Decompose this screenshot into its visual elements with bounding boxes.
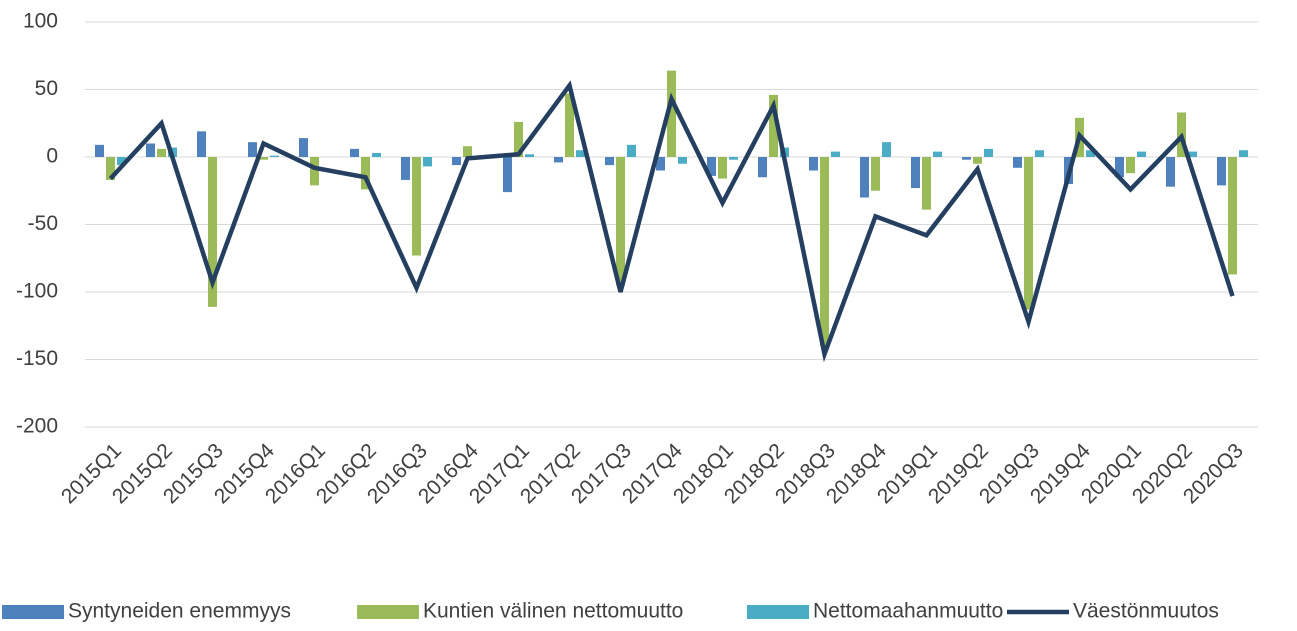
- bar: [1217, 157, 1226, 186]
- bar: [605, 157, 614, 166]
- bar: [1239, 150, 1248, 157]
- bar: [911, 157, 920, 189]
- bar: [962, 157, 971, 160]
- legend-label: Kuntien välinen nettomuutto: [423, 600, 683, 623]
- bar: [707, 157, 716, 176]
- legend-swatch: [747, 605, 809, 619]
- bar: [616, 157, 625, 286]
- bar: [1115, 157, 1124, 178]
- bar: [412, 157, 421, 256]
- bar: [809, 157, 818, 171]
- y-tick-label: -50: [28, 212, 58, 235]
- bar: [270, 155, 279, 157]
- y-tick-label: 100: [23, 10, 58, 33]
- bar: [984, 148, 993, 157]
- bar: [769, 94, 778, 157]
- bar: [401, 157, 410, 180]
- bar: [1024, 157, 1033, 310]
- bar: [882, 142, 891, 157]
- bar: [157, 148, 166, 157]
- bar: [871, 157, 880, 191]
- bar: [729, 157, 738, 160]
- y-tick-label: 50: [35, 77, 58, 100]
- bar: [831, 151, 840, 157]
- bar: [1013, 157, 1022, 168]
- bar: [452, 157, 461, 166]
- bar: [310, 157, 319, 186]
- y-tick-label: -150: [16, 347, 58, 370]
- bar: [1126, 157, 1135, 174]
- legend-label: Nettomaahanmuutto: [813, 600, 1003, 623]
- bar: [554, 157, 563, 163]
- line: [108, 80, 1235, 363]
- bar: [718, 157, 727, 179]
- y-tick-label: -200: [16, 415, 58, 438]
- bar: [1086, 150, 1095, 157]
- bar: [514, 121, 523, 157]
- legend-swatch: [357, 605, 419, 619]
- bar: [259, 157, 268, 160]
- bar: [463, 146, 472, 157]
- bar: [656, 157, 665, 171]
- bar: [1166, 157, 1175, 187]
- legend-label: Väestönmuutos: [1073, 600, 1219, 623]
- bar: [627, 144, 636, 157]
- bar: [299, 138, 308, 157]
- bar: [146, 143, 155, 157]
- bar: [503, 157, 512, 193]
- bar: [565, 93, 574, 157]
- bar: [117, 157, 126, 166]
- bar: [1228, 157, 1237, 275]
- y-tick-label: -100: [16, 280, 58, 303]
- bar: [350, 148, 359, 157]
- bar: [423, 157, 432, 167]
- bar: [361, 157, 370, 190]
- bar: [1035, 150, 1044, 157]
- legend-label: Syntyneiden enemmyys: [68, 600, 291, 623]
- bar: [372, 152, 381, 157]
- bar: [820, 157, 829, 346]
- bar: [973, 157, 982, 164]
- bar: [860, 157, 869, 198]
- bar: [525, 154, 534, 157]
- bar: [933, 151, 942, 157]
- bar: [576, 150, 585, 157]
- legend-swatch: [2, 605, 64, 619]
- bar: [208, 157, 217, 307]
- bar: [678, 157, 687, 164]
- bar: [1188, 151, 1197, 157]
- bar: [248, 142, 257, 157]
- bar: [95, 144, 104, 157]
- bar: [1137, 151, 1146, 157]
- bar: [922, 157, 931, 210]
- bar: [197, 131, 206, 157]
- y-tick-label: 0: [46, 145, 58, 168]
- bar: [106, 157, 115, 180]
- bar: [667, 70, 676, 157]
- bar: [758, 157, 767, 178]
